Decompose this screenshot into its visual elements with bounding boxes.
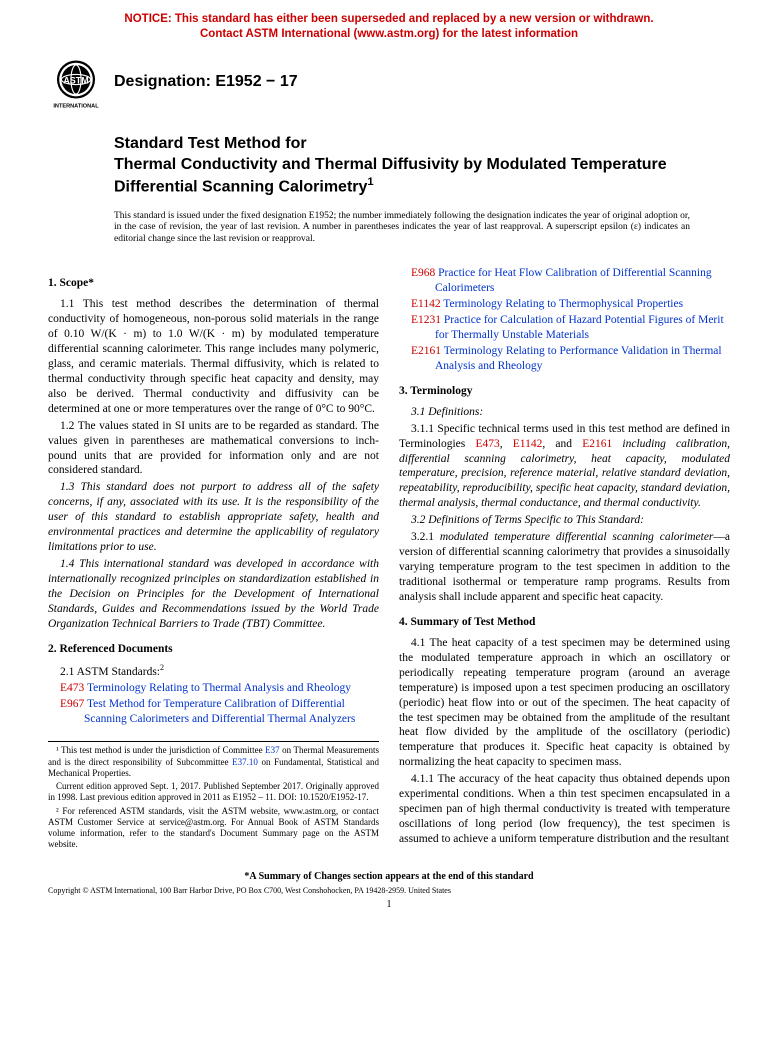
page-number: 1 (48, 899, 730, 910)
ref-e967[interactable]: E967 Test Method for Temperature Calibra… (48, 697, 379, 727)
footnote-2-ref: 2 (160, 663, 164, 672)
footnotes-block: ¹ This test method is under the jurisdic… (48, 741, 379, 850)
right-column: E968 Practice for Heat Flow Calibration … (399, 266, 730, 852)
footnote-edition: Current edition approved Sept. 1, 2017. … (48, 781, 379, 804)
designation-text: Designation: E1952 − 17 (114, 73, 298, 91)
two-column-body: 1. Scope* 1.1 This test method describes… (48, 266, 730, 852)
inline-ref-e2161[interactable]: E2161 (582, 438, 612, 450)
section-3-head: 3. Terminology (399, 384, 730, 399)
para-3-1-1: 3.1.1 Specific technical terms used in t… (399, 422, 730, 512)
svg-text:INTERNATIONAL: INTERNATIONAL (53, 103, 99, 109)
notice-line2: Contact ASTM International (www.astm.org… (200, 28, 578, 40)
footnote-1: ¹ This test method is under the jurisdic… (48, 745, 379, 779)
para-4-1-1: 4.1.1 The accuracy of the heat capacity … (399, 772, 730, 847)
astm-standards-label: 2.1 ASTM Standards: (60, 666, 160, 678)
title-prefix: Standard Test Method for (114, 134, 730, 155)
summary-changes-line: *A Summary of Changes section appears at… (48, 871, 730, 882)
para-3-1: 3.1 Definitions: (399, 405, 730, 420)
notice-line1: NOTICE: This standard has either been su… (124, 13, 653, 25)
ref-e1142[interactable]: E1142 Terminology Relating to Thermophys… (399, 297, 730, 312)
inline-ref-e473[interactable]: E473 (475, 438, 499, 450)
ref-code: E2161 (411, 345, 441, 357)
ref-title: Practice for Calculation of Hazard Poten… (435, 314, 724, 341)
notice-banner: NOTICE: This standard has either been su… (48, 12, 730, 42)
ref-title: Practice for Heat Flow Calibration of Di… (435, 267, 712, 294)
committee-link[interactable]: E37 (265, 745, 280, 755)
and: , and (542, 438, 582, 450)
ref-code: E1231 (411, 314, 441, 326)
section-2-head: 2. Referenced Documents (48, 642, 379, 657)
section-4-head: 4. Summary of Test Method (399, 615, 730, 630)
inline-ref-e1142[interactable]: E1142 (513, 438, 543, 450)
svg-text:ASTM: ASTM (63, 75, 88, 85)
para-3-2-1: 3.2.1 modulated temperature differential… (399, 530, 730, 605)
ref-code: E1142 (411, 298, 441, 310)
ref-e968[interactable]: E968 Practice for Heat Flow Calibration … (399, 266, 730, 296)
para-2-1: 2.1 ASTM Standards:2 (48, 663, 379, 680)
para-4-1: 4.1 The heat capacity of a test specimen… (399, 636, 730, 770)
ref-title: Terminology Relating to Thermophysical P… (443, 298, 683, 310)
para-1-2: 1.2 The values stated in SI units are to… (48, 419, 379, 479)
ref-title: Terminology Relating to Performance Vali… (435, 345, 722, 372)
fn1-a: ¹ This test method is under the jurisdic… (56, 745, 265, 755)
para-1-1: 1.1 This test method describes the deter… (48, 297, 379, 417)
issuance-note: This standard is issued under the fixed … (114, 211, 730, 247)
footnote-2: ² For referenced ASTM standards, visit t… (48, 806, 379, 851)
left-column: 1. Scope* 1.1 This test method describes… (48, 266, 379, 852)
ref-title: Test Method for Temperature Calibration … (84, 698, 355, 725)
p321-term: modulated temperature differential scann… (440, 531, 714, 543)
ref-code: E968 (411, 267, 435, 279)
astm-logo-icon: ASTM INTERNATIONAL (48, 56, 104, 112)
section-1-head: 1. Scope* (48, 276, 379, 291)
ref-code: E473 (60, 682, 84, 694)
ref-e1231[interactable]: E1231 Practice for Calculation of Hazard… (399, 313, 730, 343)
title-main: Thermal Conductivity and Thermal Diffusi… (114, 155, 730, 199)
title-footnote-ref: 1 (367, 176, 373, 188)
ref-code: E967 (60, 698, 84, 710)
ref-title: Terminology Relating to Thermal Analysis… (87, 682, 351, 694)
para-3-2: 3.2 Definitions of Terms Specific to Thi… (399, 513, 730, 528)
p321-num: 3.2.1 (411, 531, 440, 543)
para-1-3: 1.3 This standard does not purport to ad… (48, 480, 379, 555)
ref-e2161[interactable]: E2161 Terminology Relating to Performanc… (399, 344, 730, 374)
comma: , (500, 438, 513, 450)
title-block: Standard Test Method for Thermal Conduct… (114, 134, 730, 199)
header-row: ASTM INTERNATIONAL Designation: E1952 − … (48, 56, 730, 112)
ref-e473[interactable]: E473 Terminology Relating to Thermal Ana… (48, 681, 379, 696)
copyright-line: Copyright © ASTM International, 100 Barr… (48, 886, 730, 895)
para-1-4: 1.4 This international standard was deve… (48, 557, 379, 632)
title-main-text: Thermal Conductivity and Thermal Diffusi… (114, 156, 667, 196)
document-page: NOTICE: This standard has either been su… (0, 0, 778, 930)
subcommittee-link[interactable]: E37.10 (232, 757, 258, 767)
